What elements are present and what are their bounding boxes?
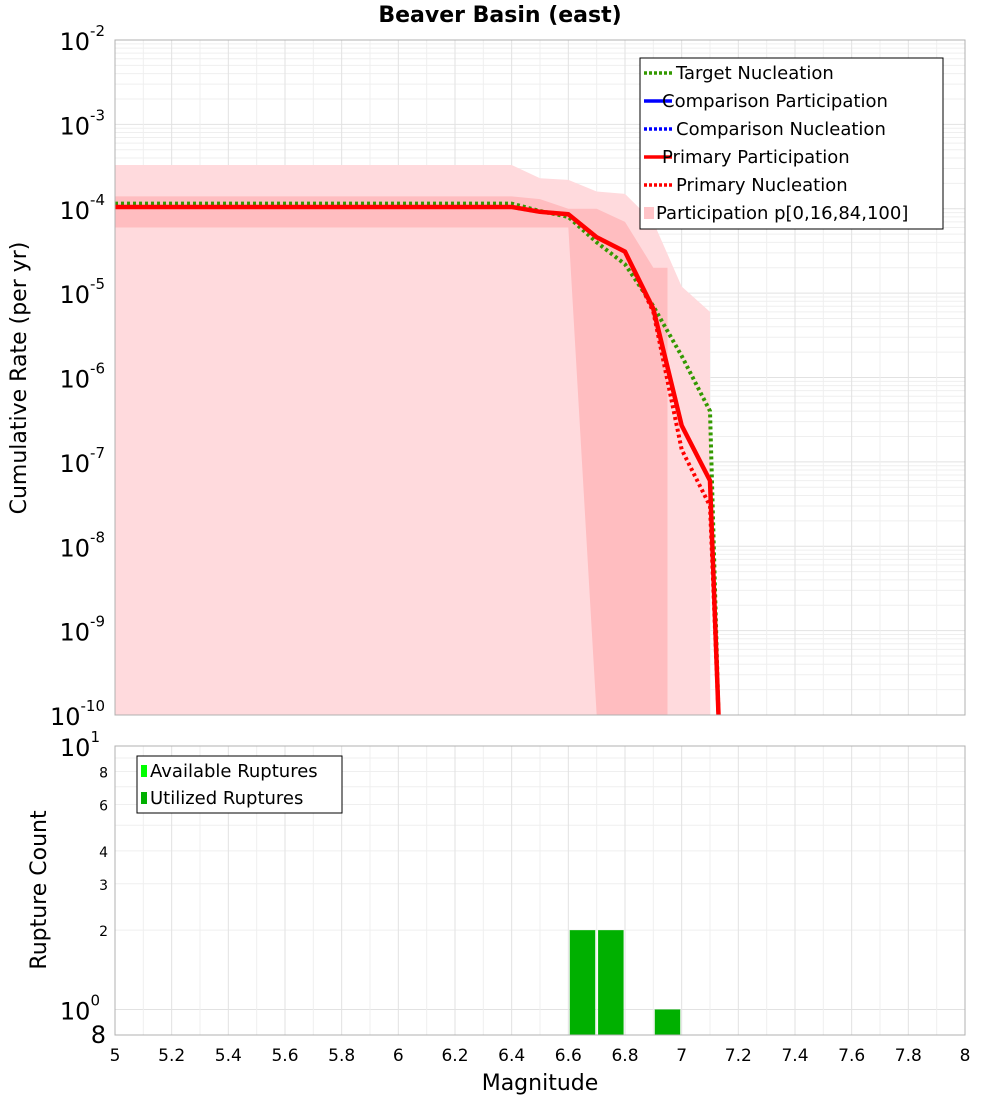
legend-swatch [141,765,147,777]
rate-plot: 10-2 10-3 10-4 10-5 10-6 10-7 10-8 10-9 10-10 Be… [7,3,966,731]
x-tick-label: 6.6 [555,1046,582,1066]
rate-y-tick-label: 10-7 [59,444,105,478]
series-line-primary-participation [115,204,721,716]
y-axis-label-count: Rupture Count [27,810,52,970]
bar-utilized-ruptures [654,1009,681,1035]
rate-y-tick-label: 10-9 [59,613,105,647]
count-y-tick-label: 3 [99,878,108,894]
count-y-tick-label-major: 101 [60,728,100,762]
rate-legend: Target Nucleation Comparison Participatio… [639,57,944,230]
participation-band-inner [115,196,668,716]
count-y-tick-label-bottom: 8 [91,1021,106,1049]
participation-band-outer [115,165,710,716]
count-legend-box [136,755,343,814]
rate-y-tick-label: 10-10 [50,697,105,731]
rate-plot-bands [115,165,710,716]
legend-label: Primary Participation [662,147,850,168]
legend-label: Participation p[0,16,84,100] [656,203,908,224]
y-axis-label-rate: Cumulative Rate (per yr) [7,242,32,515]
x-tick-label: 6.4 [498,1046,525,1066]
rate-legend-box [639,57,944,230]
chart-title: Beaver Basin (east) [378,3,621,28]
series-line-target-nucleation [115,201,721,716]
rate-y-tick-label: 10-3 [59,106,105,140]
count-legend: Available Ruptures Utilized Ruptures [136,755,343,814]
rate-y-tick-label: 10-6 [59,360,105,394]
x-tick-label: 8 [960,1046,971,1066]
count-y-tick-label: 2 [99,924,108,940]
legend-swatch [644,207,654,219]
bar-utilized-ruptures [569,930,596,1035]
x-ticks: 5 5.2 5.4 5.6 5.8 6 6.2 6.4 6.6 6.8 7 7.2 7.4 7.6 7.8 8 [110,1046,971,1066]
x-tick-label: 6 [393,1046,404,1066]
x-tick-label: 5.6 [271,1046,298,1066]
x-tick-label: 5 [110,1046,121,1066]
legend-label: Utilized Ruptures [150,788,303,809]
rate-y-tick-label: 10-8 [59,528,105,562]
x-axis-label: Magnitude [482,1071,599,1096]
legend-label: Primary Nucleation [676,175,848,196]
x-tick-label: 5.4 [215,1046,242,1066]
x-tick-label: 6.8 [611,1046,638,1066]
legend-label: Available Ruptures [150,761,318,782]
count-y-tick-label: 6 [99,798,108,814]
x-tick-label: 7.8 [895,1046,922,1066]
count-y-tick-label-major: 100 [60,991,100,1025]
legend-label: Target Nucleation [675,63,834,84]
rate-y-ticks: 10-2 10-3 10-4 10-5 10-6 10-7 10-8 10-9 10-10 [50,22,105,731]
count-plot-bars [569,930,681,1035]
rate-y-tick-label: 10-5 [59,275,105,309]
x-tick-label: 5.8 [328,1046,355,1066]
count-y-tick-label: 4 [99,845,108,861]
legend-label: Comparison Nucleation [676,119,886,140]
rate-plot-lines [115,201,721,716]
x-tick-label: 7.6 [838,1046,865,1066]
x-tick-label: 7.4 [781,1046,808,1066]
bar-utilized-ruptures [598,930,624,1035]
legend-label: Comparison Participation [662,91,888,112]
count-y-tick-label: 8 [99,766,108,782]
x-tick-label: 5.2 [158,1046,185,1066]
legend-swatch [141,792,147,804]
x-tick-label: 7.2 [725,1046,752,1066]
rate-y-tick-label: 10-4 [59,191,105,225]
x-tick-label: 7 [676,1046,687,1066]
rate-y-tick-label: 10-2 [59,22,105,56]
x-tick-label: 6.2 [441,1046,468,1066]
